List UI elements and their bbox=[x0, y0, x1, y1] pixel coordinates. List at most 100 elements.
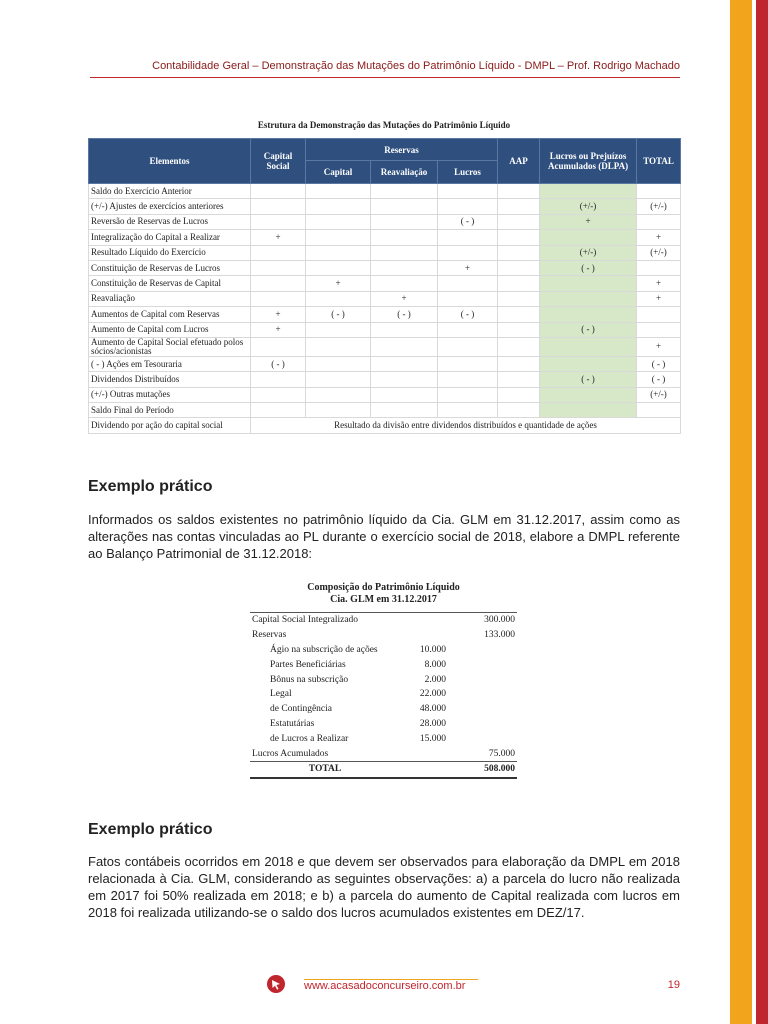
table-cell: (+/-) bbox=[539, 244, 638, 261]
table-cell bbox=[497, 371, 541, 388]
table-cell bbox=[539, 290, 638, 308]
section-heading: Exemplo prático bbox=[88, 478, 213, 495]
table-cell: + bbox=[250, 321, 306, 338]
table-cell bbox=[497, 259, 541, 277]
table-cell bbox=[436, 402, 499, 419]
table-cell bbox=[250, 336, 306, 357]
table-cell bbox=[497, 290, 541, 308]
partial-value: 2.000 bbox=[424, 674, 446, 685]
table-cell bbox=[370, 402, 438, 419]
column-header: TOTAL bbox=[636, 138, 682, 184]
row-label: de Contingência bbox=[270, 704, 332, 715]
table-row: Estatutárias 28.000 bbox=[250, 717, 517, 732]
table-cell: + bbox=[636, 275, 682, 292]
table-cell: ( - ) bbox=[539, 321, 638, 338]
column-header: Elementos bbox=[88, 138, 251, 184]
table-cell bbox=[305, 371, 371, 388]
table-cell bbox=[539, 355, 638, 373]
table-row: (+/-) Outras mutações (+/-) bbox=[88, 386, 682, 404]
table-cell: ( - ) bbox=[250, 355, 306, 373]
table-cell bbox=[305, 290, 371, 308]
partial-value: 22.000 bbox=[419, 689, 446, 700]
table-row: Reavaliação + + bbox=[88, 290, 682, 308]
table-cell bbox=[497, 182, 541, 200]
table-cell bbox=[370, 336, 438, 357]
table-cell bbox=[370, 275, 438, 292]
table-cell bbox=[305, 336, 371, 357]
total-value bbox=[448, 687, 517, 702]
row-label: Aumento de Capital Social efetuado polos… bbox=[88, 336, 251, 357]
header-rule bbox=[90, 77, 680, 78]
table-cell: (+/-) bbox=[636, 244, 682, 261]
table-title: Composição do Patrimônio Líquido Cia. GL… bbox=[250, 582, 517, 606]
row-label: Dividendos Distribuídos bbox=[88, 371, 251, 388]
table-cell bbox=[370, 213, 438, 231]
table-cell: + bbox=[636, 290, 682, 308]
table-row: Reservas 133.000 bbox=[250, 628, 517, 643]
table-cell: + bbox=[436, 259, 499, 277]
row-label: Aumento de Capital com Lucros bbox=[88, 321, 251, 338]
table-row: (+/-) Ajustes de exercícios anteriores (+… bbox=[88, 198, 682, 215]
table-cell bbox=[497, 402, 541, 419]
total-value bbox=[448, 717, 517, 732]
paragraph: Fatos contábeis ocorridos em 2018 e que … bbox=[88, 854, 680, 920]
table-cell bbox=[250, 386, 306, 404]
table-row: Integralização do Capital a Realizar + + bbox=[88, 229, 682, 246]
row-label: Estatutárias bbox=[270, 718, 315, 729]
table-cell: (+/-) bbox=[539, 198, 638, 215]
row-label: Legal bbox=[270, 689, 292, 700]
column-header: Capital bbox=[305, 160, 371, 184]
row-label: Bônus na subscrição bbox=[270, 674, 349, 685]
dmpl-table: Elementos Capital Social Reservas AAP Lu… bbox=[88, 138, 682, 434]
table-cell bbox=[436, 182, 499, 200]
table-cell bbox=[636, 213, 682, 231]
table-cell bbox=[539, 402, 638, 419]
total-value bbox=[448, 672, 517, 687]
table-cell: ( - ) bbox=[305, 306, 371, 323]
side-stripe bbox=[730, 0, 752, 1024]
table-cell bbox=[497, 321, 541, 338]
row-label: (+/-) Outras mutações bbox=[88, 386, 251, 404]
table-row: Saldo Final do Período bbox=[88, 402, 682, 419]
column-header: Capital Social bbox=[250, 138, 306, 184]
table-row: Bônus na subscrição 2.000 bbox=[250, 672, 517, 687]
table-cell: + bbox=[305, 275, 371, 292]
table-row: Dividendos Distribuídos ( - )( - ) bbox=[88, 371, 682, 388]
row-label: Dividendo por ação do capital social bbox=[88, 417, 251, 434]
section-heading: Exemplo prático bbox=[88, 821, 213, 838]
table-cell bbox=[370, 355, 438, 373]
table-cell bbox=[539, 182, 638, 200]
table-cell bbox=[436, 198, 499, 215]
table-row: Ágio na subscrição de ações 10.000 bbox=[250, 643, 517, 658]
table-cell bbox=[250, 198, 306, 215]
column-header: Lucros ou Prejuízos Acumulados (DLPA) bbox=[539, 138, 638, 184]
row-label: Reservas bbox=[252, 630, 287, 641]
row-label: TOTAL bbox=[250, 761, 400, 779]
footer-link[interactable]: www.acasadoconcurseiro.com.br bbox=[304, 980, 466, 992]
table-cell bbox=[539, 229, 638, 246]
table-cell bbox=[305, 355, 371, 373]
column-header: Lucros bbox=[436, 160, 499, 184]
total-value: 300.000 bbox=[448, 611, 517, 628]
table-row: Capital Social Integralizado 300.000 bbox=[250, 611, 517, 628]
row-label: Partes Beneficiárias bbox=[270, 659, 346, 670]
column-header: Reavaliação bbox=[370, 160, 438, 184]
table-cell bbox=[370, 182, 438, 200]
table-cell: ( - ) bbox=[436, 213, 499, 231]
partial-value bbox=[400, 628, 448, 643]
table-cell bbox=[250, 290, 306, 308]
table-cell: + bbox=[250, 306, 306, 323]
row-label: Ágio na subscrição de ações bbox=[270, 644, 378, 655]
table-cell bbox=[497, 198, 541, 215]
table-cell bbox=[436, 371, 499, 388]
row-label: Resultado Líquido do Exercício bbox=[88, 244, 251, 261]
partial-value: 48.000 bbox=[419, 704, 446, 715]
row-label: Saldo do Exercício Anterior bbox=[88, 182, 251, 200]
title-line: Composição do Patrimônio Líquido bbox=[307, 582, 460, 593]
table-cell bbox=[497, 306, 541, 323]
table-body: Capital Social Integralizado 300.000 Reser… bbox=[250, 611, 517, 779]
table-cell bbox=[636, 402, 682, 419]
table-row: Saldo do Exercício Anterior bbox=[88, 182, 682, 200]
table-cell: + bbox=[250, 229, 306, 246]
